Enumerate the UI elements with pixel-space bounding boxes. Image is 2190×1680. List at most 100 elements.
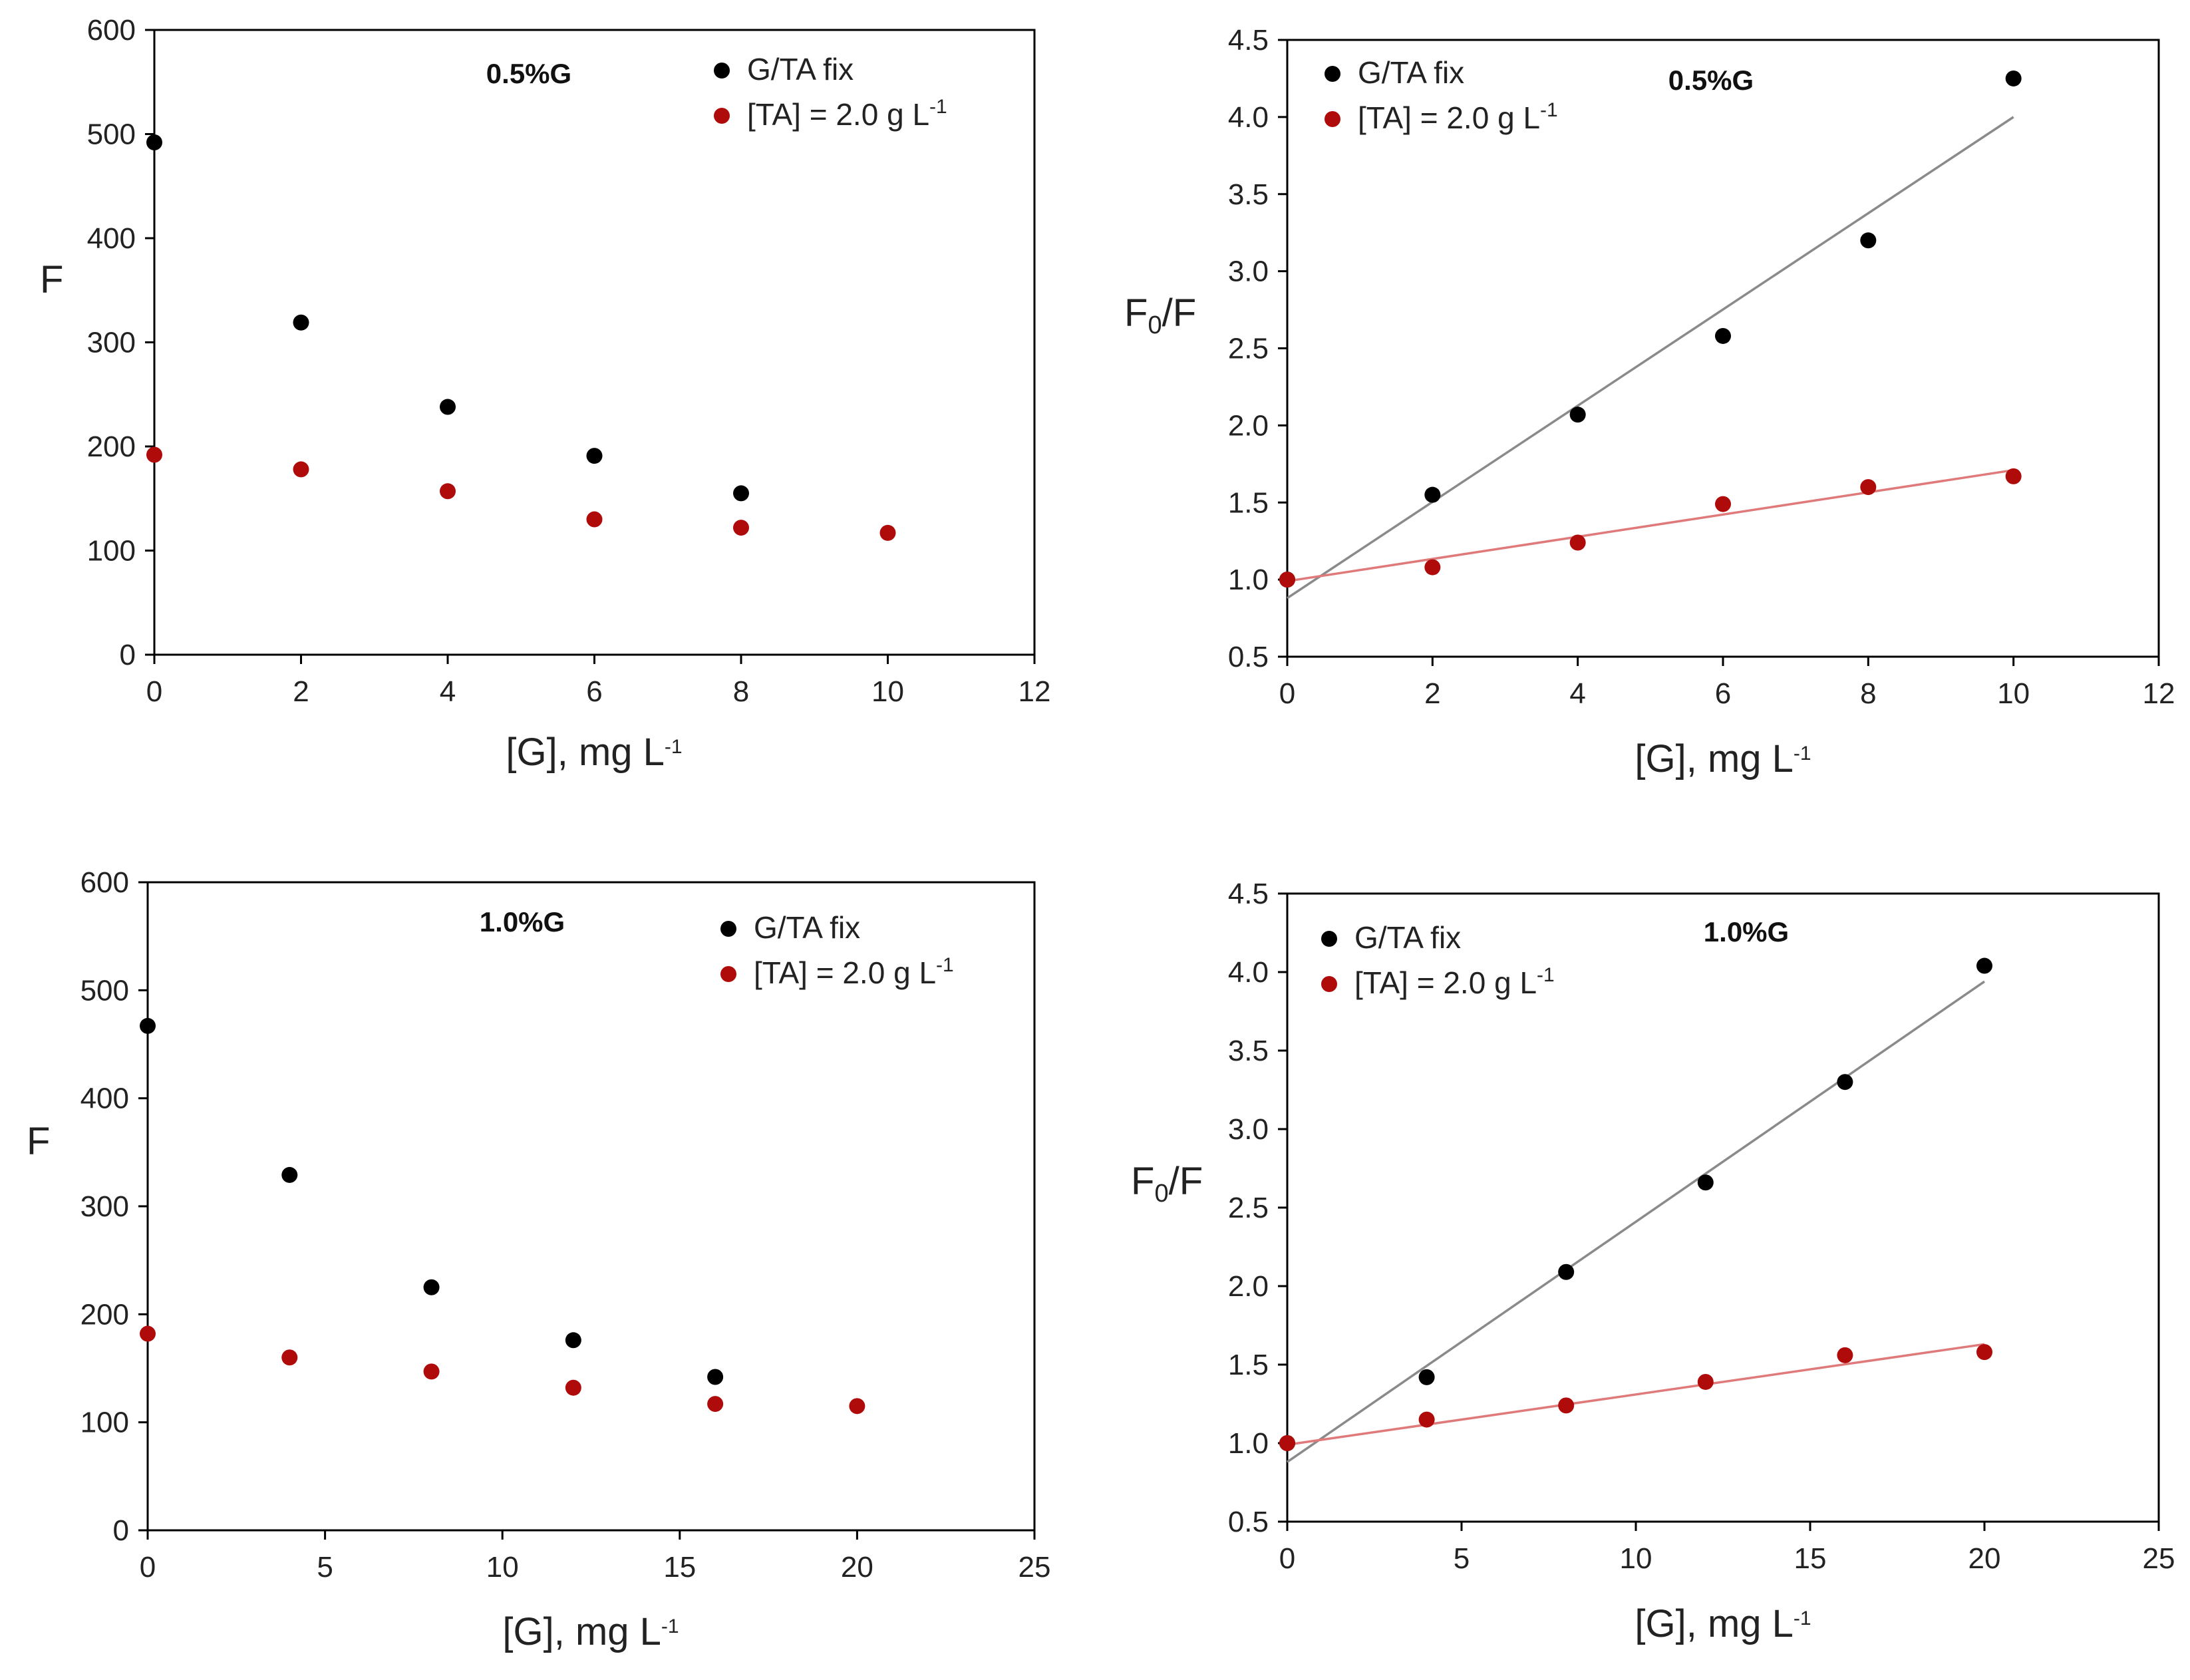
y-tick-label: 2.5 xyxy=(1228,333,1269,365)
legend-marker xyxy=(1325,66,1340,82)
y-tick-label: 300 xyxy=(87,327,136,359)
legend-marker xyxy=(714,108,730,124)
x-tick-label: 4 xyxy=(1569,677,1585,710)
y-tick-label: 100 xyxy=(80,1407,129,1439)
data-point xyxy=(707,1396,724,1413)
y-axis-title: F0/F xyxy=(1124,291,1196,339)
legend-marker xyxy=(720,921,736,937)
data-point xyxy=(1837,1074,1853,1091)
y-tick-label: 400 xyxy=(87,222,136,255)
legend-label: [TA] = 2.0 g L-1 xyxy=(1358,99,1558,135)
data-point xyxy=(140,1325,156,1342)
panel-title: 1.0%G xyxy=(1704,916,1789,947)
x-axis-title: [G], mg L-1 xyxy=(1635,737,1811,780)
legend-marker xyxy=(1325,111,1340,127)
y-tick-label: 1.0 xyxy=(1228,564,1269,596)
x-tick-label: 15 xyxy=(1794,1542,1827,1575)
y-tick-label: 200 xyxy=(80,1298,129,1331)
y-tick-label: 600 xyxy=(87,14,136,47)
data-point xyxy=(1837,1347,1853,1363)
data-point xyxy=(1860,232,1877,249)
y-tick-label: 4.5 xyxy=(1228,24,1269,57)
data-point xyxy=(733,520,749,536)
x-tick-label: 0 xyxy=(146,675,162,708)
y-axis-title: F0/F xyxy=(1131,1160,1203,1208)
data-point xyxy=(1715,496,1731,512)
legend-marker xyxy=(1321,976,1337,992)
x-tick-label: 8 xyxy=(733,675,749,708)
y-tick-label: 3.0 xyxy=(1228,255,1269,288)
y-tick-label: 0.5 xyxy=(1228,641,1269,673)
data-point xyxy=(1418,1411,1435,1428)
legend-marker xyxy=(720,966,736,982)
x-tick-label: 6 xyxy=(586,675,602,708)
panel-title: 0.5%G xyxy=(1668,65,1754,96)
x-tick-label: 25 xyxy=(1018,1551,1051,1584)
data-point xyxy=(140,1017,156,1034)
data-point xyxy=(586,511,603,528)
x-tick-label: 0 xyxy=(1279,677,1295,710)
legend-marker xyxy=(714,63,730,79)
panel-title: 1.0%G xyxy=(480,906,565,937)
data-point xyxy=(2005,70,2022,86)
data-point xyxy=(565,1379,581,1396)
y-tick-label: 400 xyxy=(80,1083,129,1115)
legend-label: G/TA fix xyxy=(1354,920,1461,955)
y-tick-label: 0 xyxy=(113,1514,129,1547)
data-point xyxy=(1697,1174,1714,1191)
legend-label: [TA] = 2.0 g L-1 xyxy=(747,96,947,132)
x-tick-label: 20 xyxy=(841,1551,873,1584)
x-axis-title: [G], mg L-1 xyxy=(506,731,682,774)
fit-line xyxy=(1287,1343,1985,1446)
chart-bottom-right: 0.5 1.0 1.5 2.0 2.5 3.0 3.5 4.0 4.5 0 5 10 15 20 25 [G]… xyxy=(1131,878,2175,1645)
fit-line xyxy=(1287,980,1985,1463)
y-tick-label: 500 xyxy=(80,974,129,1007)
legend-marker xyxy=(1321,931,1337,947)
x-tick-label: 6 xyxy=(1715,677,1731,710)
data-point xyxy=(1715,327,1731,344)
legend-label: G/TA fix xyxy=(747,52,854,86)
data-point xyxy=(423,1363,440,1380)
x-tick-label: 12 xyxy=(1018,675,1051,708)
x-tick-label: 2 xyxy=(293,675,309,708)
x-tick-label: 10 xyxy=(1997,677,2030,710)
x-tick-label: 15 xyxy=(663,1551,696,1584)
data-point xyxy=(707,1369,724,1385)
y-tick-label: 1.0 xyxy=(1228,1427,1269,1460)
y-tick-label: 3.5 xyxy=(1228,178,1269,211)
y-tick-label: 0.5 xyxy=(1228,1506,1269,1538)
y-tick-label: 2.0 xyxy=(1228,409,1269,442)
x-axis-title: [G], mg L-1 xyxy=(1635,1602,1811,1645)
data-point xyxy=(879,524,896,541)
chart-top-right: 0.5 1.0 1.5 2.0 2.5 3.0 3.5 4.0 4.5 0 2 4 6 8 10 12 [G],… xyxy=(1124,24,2175,780)
y-tick-label: 3.0 xyxy=(1228,1113,1269,1146)
data-point xyxy=(440,483,456,500)
data-point xyxy=(1569,534,1586,551)
y-tick-label: 300 xyxy=(80,1190,129,1223)
data-point xyxy=(733,485,749,502)
legend-label: [TA] = 2.0 g L-1 xyxy=(1354,964,1555,1000)
chart-top-left: 0 100 200 300 400 500 600 0 2 4 6 8 10 12 [G], mg L-1 F… xyxy=(40,14,1050,774)
chart-bottom-left: 0 100 200 300 400 500 600 0 5 10 15 20 25 [G], mg L-1… xyxy=(27,866,1050,1653)
y-tick-label: 4.5 xyxy=(1228,878,1269,910)
data-point xyxy=(1418,1369,1435,1385)
data-point xyxy=(1697,1373,1714,1390)
data-point xyxy=(1424,486,1441,503)
x-tick-label: 5 xyxy=(1454,1542,1470,1575)
fit-line xyxy=(1287,468,2014,583)
x-tick-label: 0 xyxy=(140,1551,156,1584)
x-tick-label: 25 xyxy=(2143,1542,2175,1575)
data-point xyxy=(293,461,309,478)
data-point xyxy=(1558,1263,1575,1280)
x-tick-label: 8 xyxy=(1860,677,1876,710)
x-tick-label: 10 xyxy=(1620,1542,1652,1575)
x-tick-label: 4 xyxy=(440,675,456,708)
y-tick-label: 200 xyxy=(87,430,136,463)
y-tick-label: 3.5 xyxy=(1228,1035,1269,1067)
legend-label: G/TA fix xyxy=(754,910,860,945)
y-tick-label: 0 xyxy=(120,639,136,671)
data-point xyxy=(2005,468,2022,484)
data-point xyxy=(565,1332,581,1349)
fit-line xyxy=(1287,116,2014,599)
